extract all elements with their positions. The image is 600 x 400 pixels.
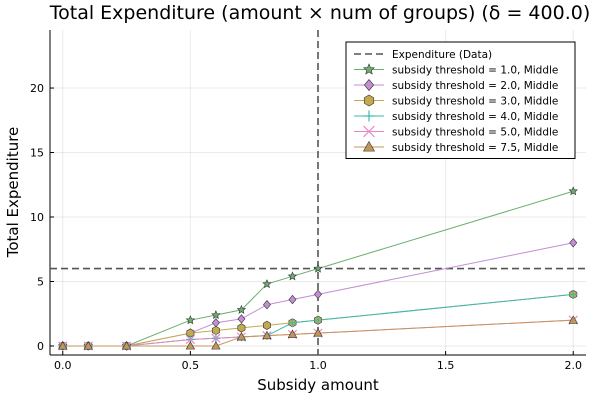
legend-swatch-marker: [363, 110, 375, 122]
legend-swatch-marker: [362, 140, 376, 152]
data-point: [287, 329, 298, 338]
x-tick-label: 0.5: [182, 359, 200, 372]
data-point: [185, 315, 196, 325]
data-point: [313, 263, 323, 273]
data-point: [288, 294, 297, 305]
data-point: [185, 334, 196, 345]
legend-label: subsidy threshold = 4.0, Middle: [392, 111, 558, 123]
data-point: [262, 330, 272, 340]
legend-label: subsidy threshold = 3.0, Middle: [392, 96, 558, 108]
data-point: [569, 238, 578, 248]
y-axis-label: Total Expenditure: [4, 127, 22, 259]
data-point: [314, 289, 322, 300]
legend-label: subsidy threshold = 2.0, Middle: [392, 80, 558, 92]
legend-label: Expenditure (Data): [392, 49, 492, 61]
legend-swatch-marker: [363, 125, 375, 138]
data-point: [568, 186, 578, 196]
data-point: [313, 315, 323, 325]
data-point: [121, 341, 132, 350]
data-point: [58, 341, 68, 350]
x-tick-label: 2.0: [564, 359, 582, 372]
data-point: [288, 318, 297, 327]
data-point: [237, 314, 246, 324]
x-tick-label: 0.0: [54, 359, 72, 372]
legend: Expenditure (Data) subsidy threshold = 1.…: [345, 41, 576, 159]
data-point: [287, 271, 298, 281]
legend-swatch-marker: [363, 63, 375, 75]
data-point: [211, 318, 220, 328]
series-line: [62, 319, 574, 347]
y-tick-label: 5: [37, 275, 44, 288]
data-point: [211, 333, 221, 343]
data-point: [236, 304, 247, 314]
data-point: [237, 323, 246, 333]
legend-swatch-marker: [363, 79, 375, 91]
data-point: [569, 290, 578, 299]
data-point: [262, 279, 272, 289]
x-axis-label: Subsidy amount: [257, 376, 379, 394]
data-point: [236, 332, 247, 341]
data-point: [211, 325, 220, 336]
legend-box: [345, 41, 576, 159]
legend-swatch-marker: [363, 94, 375, 107]
y-tick-label: 10: [30, 211, 44, 224]
data-point: [313, 328, 323, 337]
chart-title: Total Expenditure (amount × num of group…: [49, 2, 591, 24]
y-tick-label: 0: [37, 340, 44, 353]
data-point: [568, 315, 578, 324]
data-point: [262, 300, 271, 310]
plot-area: 0.0 0.5 1.0 1.5 2.0 0 5 10 15 20: [30, 30, 586, 372]
data-point: [185, 341, 196, 350]
legend-label: subsidy threshold = 7.5, Middle: [392, 142, 558, 154]
legend-label: subsidy threshold = 5.0, Middle: [392, 127, 558, 139]
y-tick-label: 20: [30, 82, 44, 95]
data-point: [83, 341, 94, 350]
x-tick-label: 1.0: [309, 359, 327, 372]
y-tick-label: 15: [30, 147, 44, 160]
data-point: [211, 310, 221, 320]
data-point: [211, 341, 221, 350]
data-point: [263, 320, 271, 330]
legend-label: subsidy threshold = 1.0, Middle: [392, 65, 558, 77]
x-tick-label: 1.5: [437, 359, 455, 372]
